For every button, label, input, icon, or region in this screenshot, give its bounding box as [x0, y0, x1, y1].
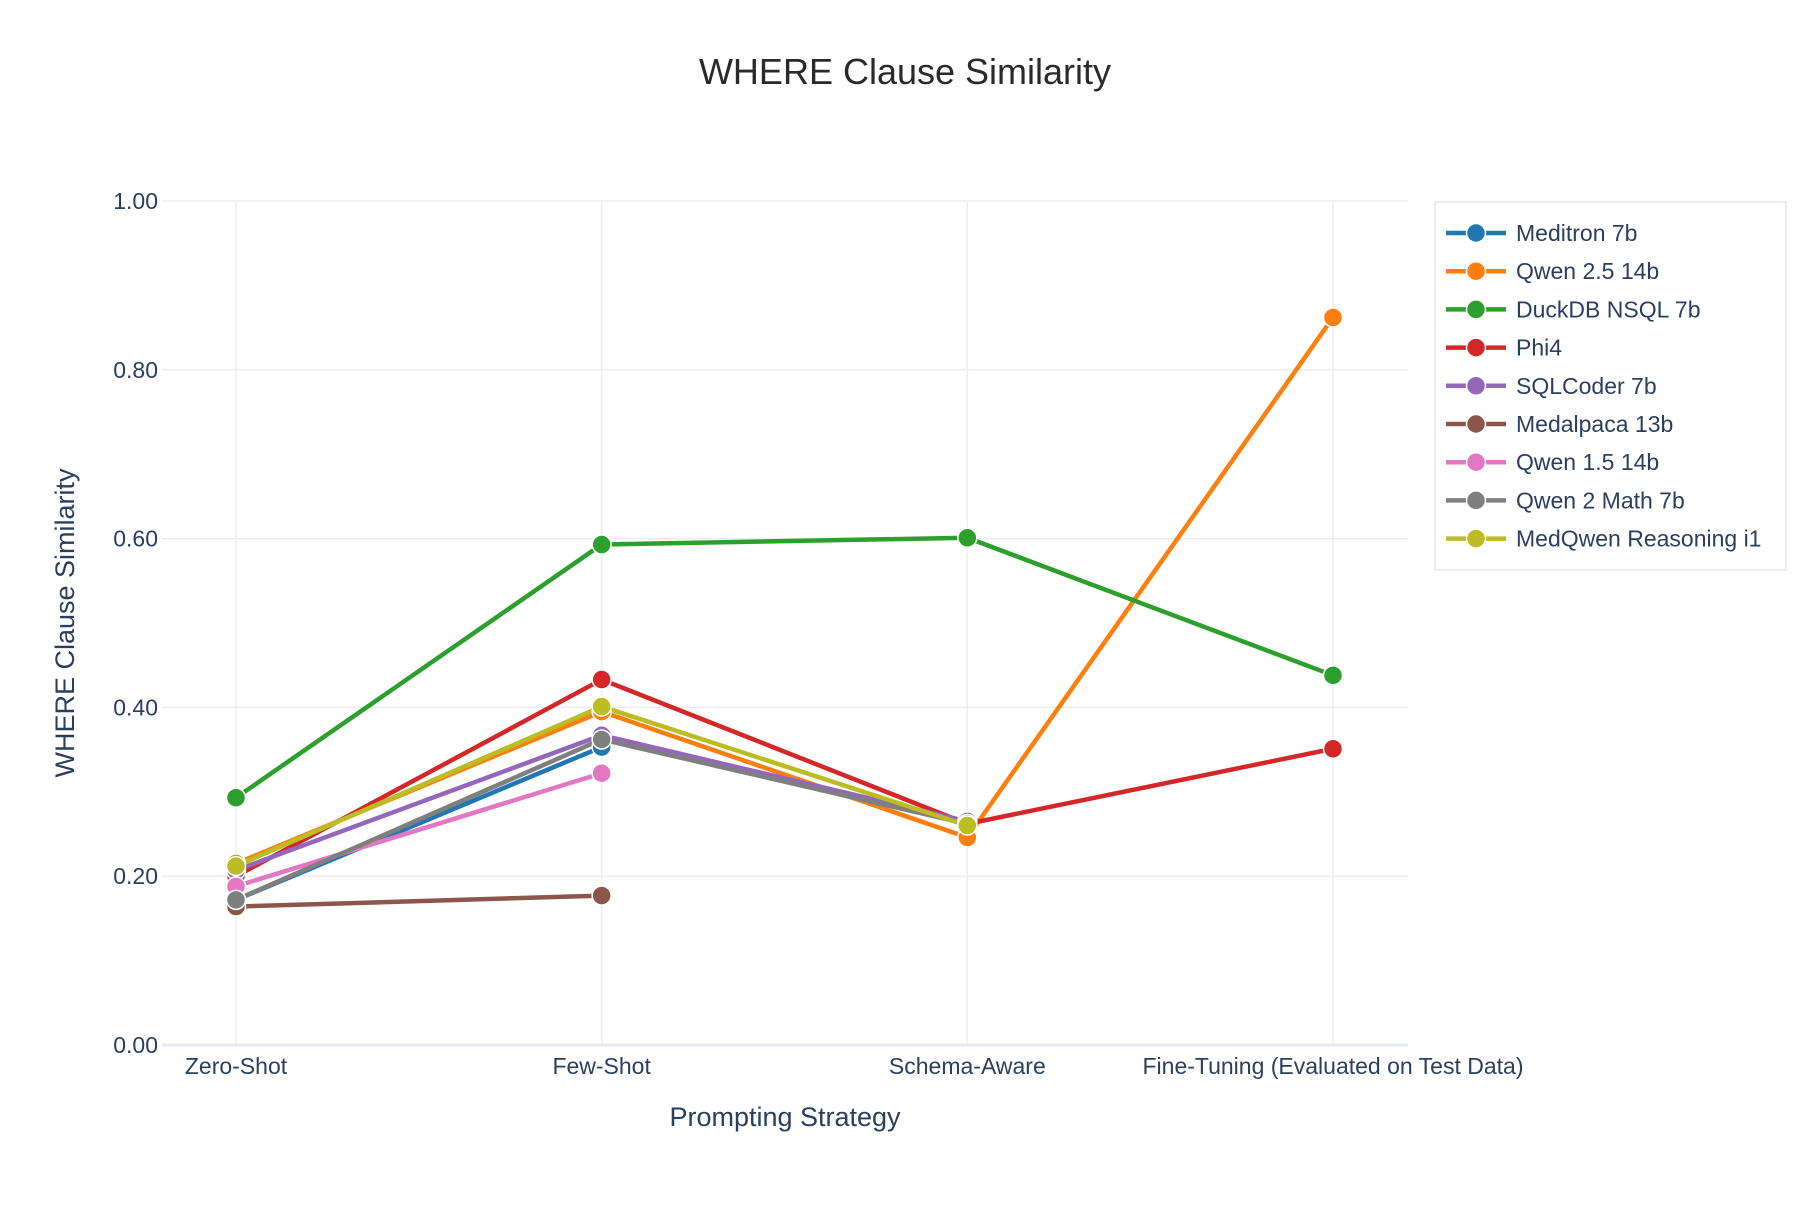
- data-point[interactable]: [591, 762, 612, 784]
- series-line: [234, 535, 1334, 800]
- legend-item[interactable]: Phi4: [1446, 335, 1562, 361]
- legend-item[interactable]: Meditron 7b: [1446, 220, 1637, 246]
- legend-label: SQLCoder 7b: [1516, 373, 1657, 399]
- x-tick-label: Fine-Tuning (Evaluated on Test Data): [1143, 1053, 1524, 1079]
- chart-title: WHERE Clause Similarity: [699, 51, 1111, 92]
- legend-swatch-marker: [1465, 260, 1487, 282]
- series-lines: [225, 307, 1344, 917]
- y-tick-label: 0.00: [113, 1032, 158, 1058]
- legend-item[interactable]: MedQwen Reasoning i1: [1446, 526, 1761, 552]
- legend[interactable]: Meditron 7b Qwen 2.5 14b DuckDB NSQL 7b Phi…: [1434, 201, 1787, 571]
- data-point[interactable]: [1322, 307, 1344, 328]
- legend-label: Qwen 2.5 14b: [1516, 258, 1659, 284]
- series-line: [235, 771, 603, 889]
- legend-label: Medalpaca 13b: [1516, 411, 1673, 437]
- x-tick-label: Schema-Aware: [889, 1053, 1046, 1079]
- y-tick-label: 1.00: [113, 188, 158, 214]
- legend-swatch-marker: [1465, 451, 1487, 473]
- legend-swatch-marker: [1465, 413, 1487, 435]
- legend-swatch-marker: [1465, 222, 1487, 244]
- data-point[interactable]: [591, 696, 612, 717]
- y-tick-label: 0.20: [113, 863, 158, 889]
- data-point[interactable]: [1322, 738, 1344, 760]
- legend-item[interactable]: Qwen 2 Math 7b: [1446, 487, 1685, 513]
- grid: [162, 200, 1408, 1045]
- series-medalpaca-13b: [235, 893, 602, 909]
- y-axis-title: WHERE Clause Similarity: [50, 468, 80, 778]
- legend-item[interactable]: SQLCoder 7b: [1446, 373, 1657, 399]
- data-point[interactable]: [1322, 665, 1344, 686]
- data-point[interactable]: [591, 669, 612, 690]
- y-tick-label: 0.60: [113, 526, 158, 552]
- legend-label: Qwen 2 Math 7b: [1516, 487, 1685, 513]
- legend-item[interactable]: Medalpaca 13b: [1446, 411, 1673, 437]
- series-phi4: [234, 677, 1334, 879]
- data-point[interactable]: [591, 729, 612, 750]
- data-point[interactable]: [957, 527, 978, 549]
- y-tick-label: 0.40: [113, 694, 158, 720]
- series-duckdb-nsql-7b: [234, 535, 1334, 800]
- legend-label: DuckDB NSQL 7b: [1516, 296, 1701, 322]
- data-point[interactable]: [225, 787, 247, 808]
- legend-swatch-marker: [1465, 375, 1487, 397]
- data-point[interactable]: [591, 885, 612, 906]
- y-tick-label: 0.80: [113, 357, 158, 383]
- data-point[interactable]: [225, 889, 247, 911]
- series-line: [234, 677, 1334, 879]
- series-qwen-1-5-14b: [235, 771, 603, 889]
- legend-swatch-marker: [1465, 299, 1487, 320]
- x-tick-label: Few-Shot: [552, 1053, 651, 1079]
- legend-item[interactable]: Qwen 1.5 14b: [1446, 449, 1659, 475]
- data-point[interactable]: [957, 815, 978, 836]
- legend-label: Qwen 1.5 14b: [1516, 449, 1659, 475]
- x-tick-label: Zero-Shot: [185, 1053, 288, 1079]
- x-axis-title: Prompting Strategy: [669, 1102, 901, 1132]
- data-point[interactable]: [591, 534, 612, 555]
- legend-label: MedQwen Reasoning i1: [1516, 526, 1761, 552]
- legend-swatch-marker: [1465, 337, 1487, 358]
- data-point[interactable]: [225, 855, 247, 877]
- legend-item[interactable]: DuckDB NSQL 7b: [1446, 296, 1701, 322]
- legend-item[interactable]: Qwen 2.5 14b: [1446, 258, 1659, 284]
- series-line: [235, 893, 602, 909]
- legend-label: Phi4: [1516, 335, 1562, 361]
- legend-swatch-marker: [1465, 528, 1487, 549]
- axes: 0.00 0.20 0.40 0.60 0.80 1.00 Zero-Shot Few-Sho…: [113, 188, 1523, 1079]
- legend-label: Meditron 7b: [1516, 220, 1637, 246]
- legend-swatch-marker: [1465, 490, 1487, 511]
